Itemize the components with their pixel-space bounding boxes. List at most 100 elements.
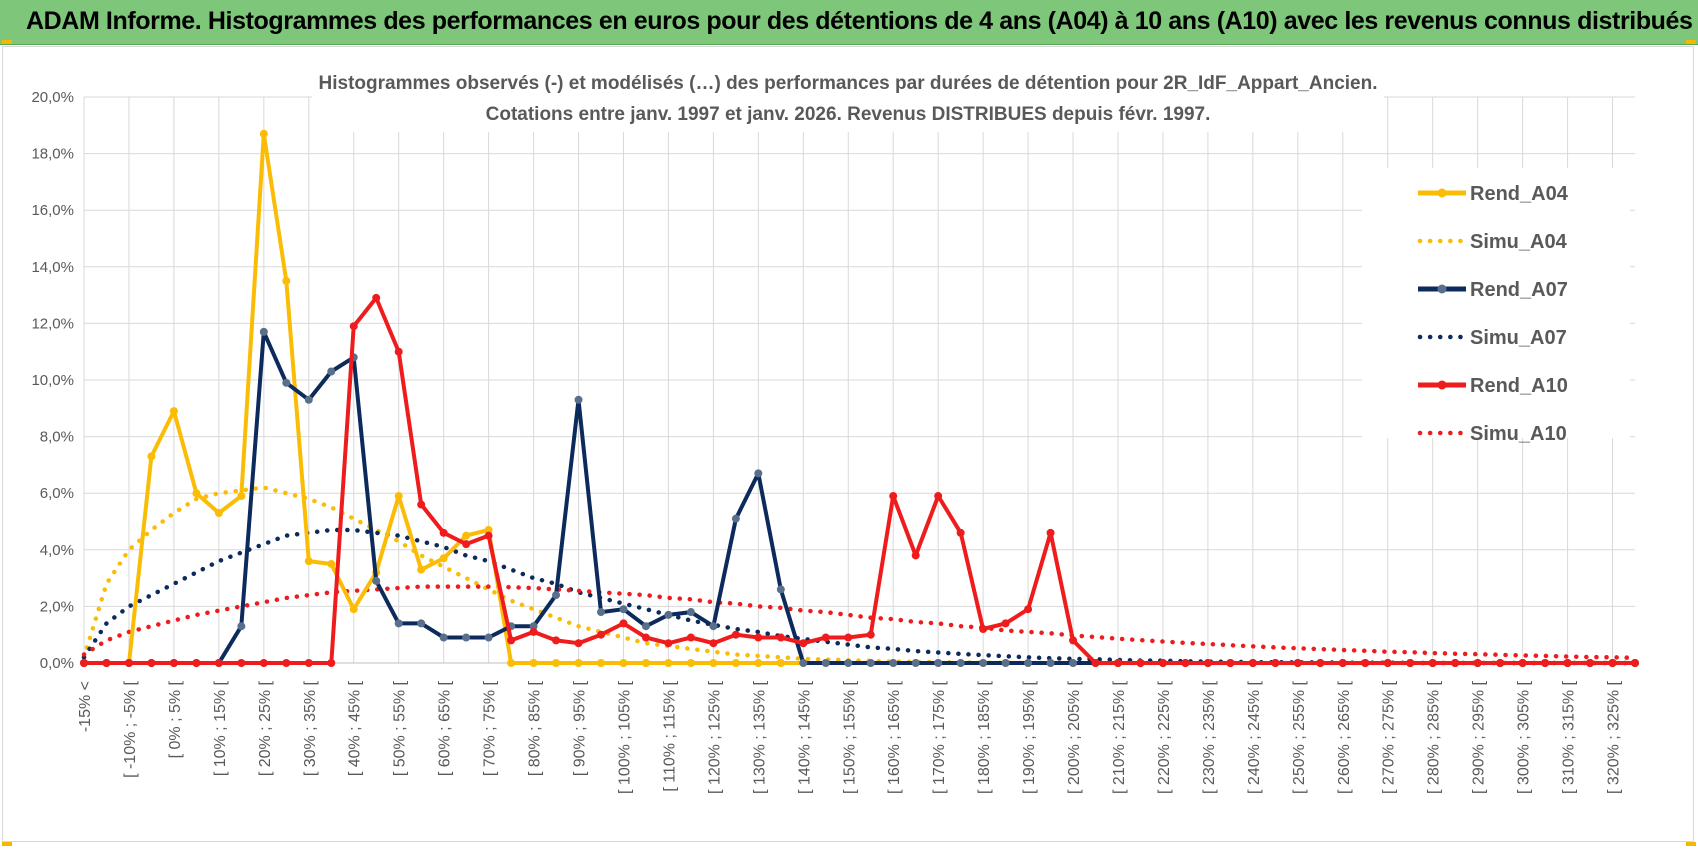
data-point-Rend_A04	[394, 492, 403, 501]
data-point-Rend_A07	[529, 622, 538, 631]
x-tick-label: [ 210% ; 215% [	[1111, 680, 1128, 794]
data-point-Rend_A07	[934, 659, 943, 667]
legend: Rend_A04 Simu_A04 Rend_A07 Simu_A07 Rend_A10…	[1362, 168, 1630, 445]
data-point-Rend_A10	[619, 619, 628, 628]
data-point-Rend_A07	[462, 633, 471, 642]
x-tick-label: [ 170% ; 175% [	[931, 680, 948, 794]
data-point-Rend_A04	[259, 129, 268, 138]
data-point-Rend_A07	[731, 514, 740, 523]
y-axis: 0,0% 2,0% 4,0% 6,0% 8,0% 10,0% 12,0% 14,0% 16,0%…	[31, 89, 74, 672]
corner-mark-bottom-left	[2, 842, 12, 846]
data-point-Rend_A10	[821, 633, 830, 642]
x-tick-label: [ 180% ; 185% [	[976, 680, 993, 794]
data-point-Rend_A10	[529, 627, 538, 636]
report-banner: ADAM Informe. Histogrammes des performan…	[0, 0, 1698, 45]
data-point-Rend_A10	[417, 500, 426, 509]
y-tick-label: 14,0%	[31, 259, 74, 276]
data-point-Rend_A10	[394, 347, 403, 356]
data-point-Rend_A10	[754, 633, 763, 642]
x-tick-label: [ 130% ; 135% [	[751, 680, 768, 794]
data-point-Rend_A10	[80, 659, 88, 667]
data-point-Rend_A10	[1136, 659, 1145, 667]
x-tick-label: [ 240% ; 245% [	[1246, 680, 1263, 794]
data-point-Rend_A04	[349, 605, 358, 614]
x-tick-label: [ 270% ; 275% [	[1381, 680, 1398, 794]
data-point-Rend_A04	[282, 276, 291, 285]
series-line-Rend_A10	[84, 295, 1635, 665]
data-point-Rend_A10	[237, 659, 246, 667]
legend-label-Rend_A10: Rend_A10	[1470, 375, 1568, 397]
data-point-Rend_A04	[484, 525, 493, 534]
data-point-Rend_A10	[934, 492, 943, 501]
data-point-Rend_A07	[439, 633, 448, 642]
x-tick-label: [ 290% ; 295% [	[1471, 680, 1488, 794]
corner-mark-right	[1686, 40, 1696, 44]
data-point-Rend_A07	[1001, 659, 1010, 667]
data-point-Rend_A10	[1293, 659, 1302, 667]
data-point-Rend_A10	[552, 636, 561, 645]
legend-marker-Rend_A07	[1437, 284, 1447, 294]
legend-label-Simu_A10: Simu_A10	[1470, 423, 1567, 445]
data-point-Rend_A07	[282, 378, 291, 387]
data-point-Rend_A07	[327, 367, 336, 376]
x-tick-label: [ 60% ; 65% [	[437, 680, 454, 776]
data-point-Rend_A10	[597, 630, 605, 639]
data-point-Rend_A07	[776, 585, 785, 594]
legend-label-Rend_A04: Rend_A04	[1470, 183, 1569, 205]
data-point-Rend_A07	[911, 659, 920, 667]
data-point-Rend_A10	[664, 639, 673, 648]
data-point-Rend_A04	[597, 659, 605, 667]
chart-title-line2: Cotations entre janv. 1997 et janv. 2026…	[486, 104, 1211, 125]
data-point-Rend_A10	[102, 659, 111, 667]
data-point-Rend_A07	[574, 395, 583, 404]
x-tick-label: [ 0% ; 5% [	[167, 680, 184, 758]
data-point-Rend_A04	[552, 659, 561, 667]
data-point-Rend_A10	[1473, 659, 1482, 667]
data-point-Rend_A10	[1114, 659, 1122, 667]
x-tick-label: [ 280% ; 285% [	[1426, 680, 1443, 794]
x-tick-label: [ 150% ; 155% [	[841, 680, 858, 794]
data-point-Rend_A10	[1361, 659, 1370, 667]
x-tick-label: [ 90% ; 95% [	[572, 680, 589, 776]
series-line-Simu_A10	[81, 584, 1638, 661]
x-tick-label: [ 110% ; 115% [	[661, 680, 678, 791]
data-point-Rend_A10	[1496, 659, 1505, 667]
data-point-Rend_A07	[979, 659, 988, 667]
y-tick-label: 12,0%	[31, 315, 74, 332]
data-point-Rend_A10	[1541, 659, 1550, 667]
data-point-Rend_A07	[686, 608, 695, 617]
y-tick-label: 6,0%	[40, 485, 74, 502]
data-point-Rend_A07	[799, 659, 808, 667]
data-point-Rend_A07	[866, 659, 875, 667]
x-tick-label: [ 50% ; 55% [	[392, 680, 409, 776]
data-point-Rend_A07	[664, 610, 673, 619]
x-tick-label: [ 20% ; 25% [	[257, 680, 274, 776]
data-point-Rend_A10	[169, 659, 178, 667]
data-point-Rend_A10	[1226, 659, 1235, 667]
y-tick-label: 16,0%	[31, 202, 74, 219]
data-point-Rend_A10	[889, 492, 898, 501]
data-point-Rend_A10	[147, 659, 156, 667]
y-tick-label: 10,0%	[31, 372, 74, 389]
data-point-Rend_A07	[1024, 659, 1033, 667]
data-point-Rend_A04	[237, 492, 246, 501]
x-tick-label: [ 160% ; 165% [	[886, 680, 903, 794]
x-tick-label: [ 30% ; 35% [	[302, 680, 319, 776]
data-point-Rend_A10	[462, 540, 471, 549]
data-point-Rend_A10	[1158, 659, 1167, 667]
y-tick-label: 8,0%	[40, 429, 74, 446]
x-tick-label: [ 100% ; 105% [	[616, 680, 633, 794]
data-point-Rend_A07	[552, 591, 561, 600]
data-point-Rend_A10	[1586, 659, 1595, 667]
series-layer	[80, 129, 1639, 667]
data-point-Rend_A10	[1069, 636, 1078, 645]
data-point-Rend_A07	[259, 327, 268, 336]
data-point-Rend_A07	[956, 659, 965, 667]
data-point-Rend_A07	[237, 622, 246, 631]
data-point-Rend_A07	[417, 619, 426, 628]
data-point-Rend_A10	[192, 659, 201, 667]
x-tick-label: [ 120% ; 125% [	[706, 680, 723, 794]
data-point-Rend_A07	[821, 659, 830, 667]
data-point-Rend_A04	[439, 554, 448, 563]
